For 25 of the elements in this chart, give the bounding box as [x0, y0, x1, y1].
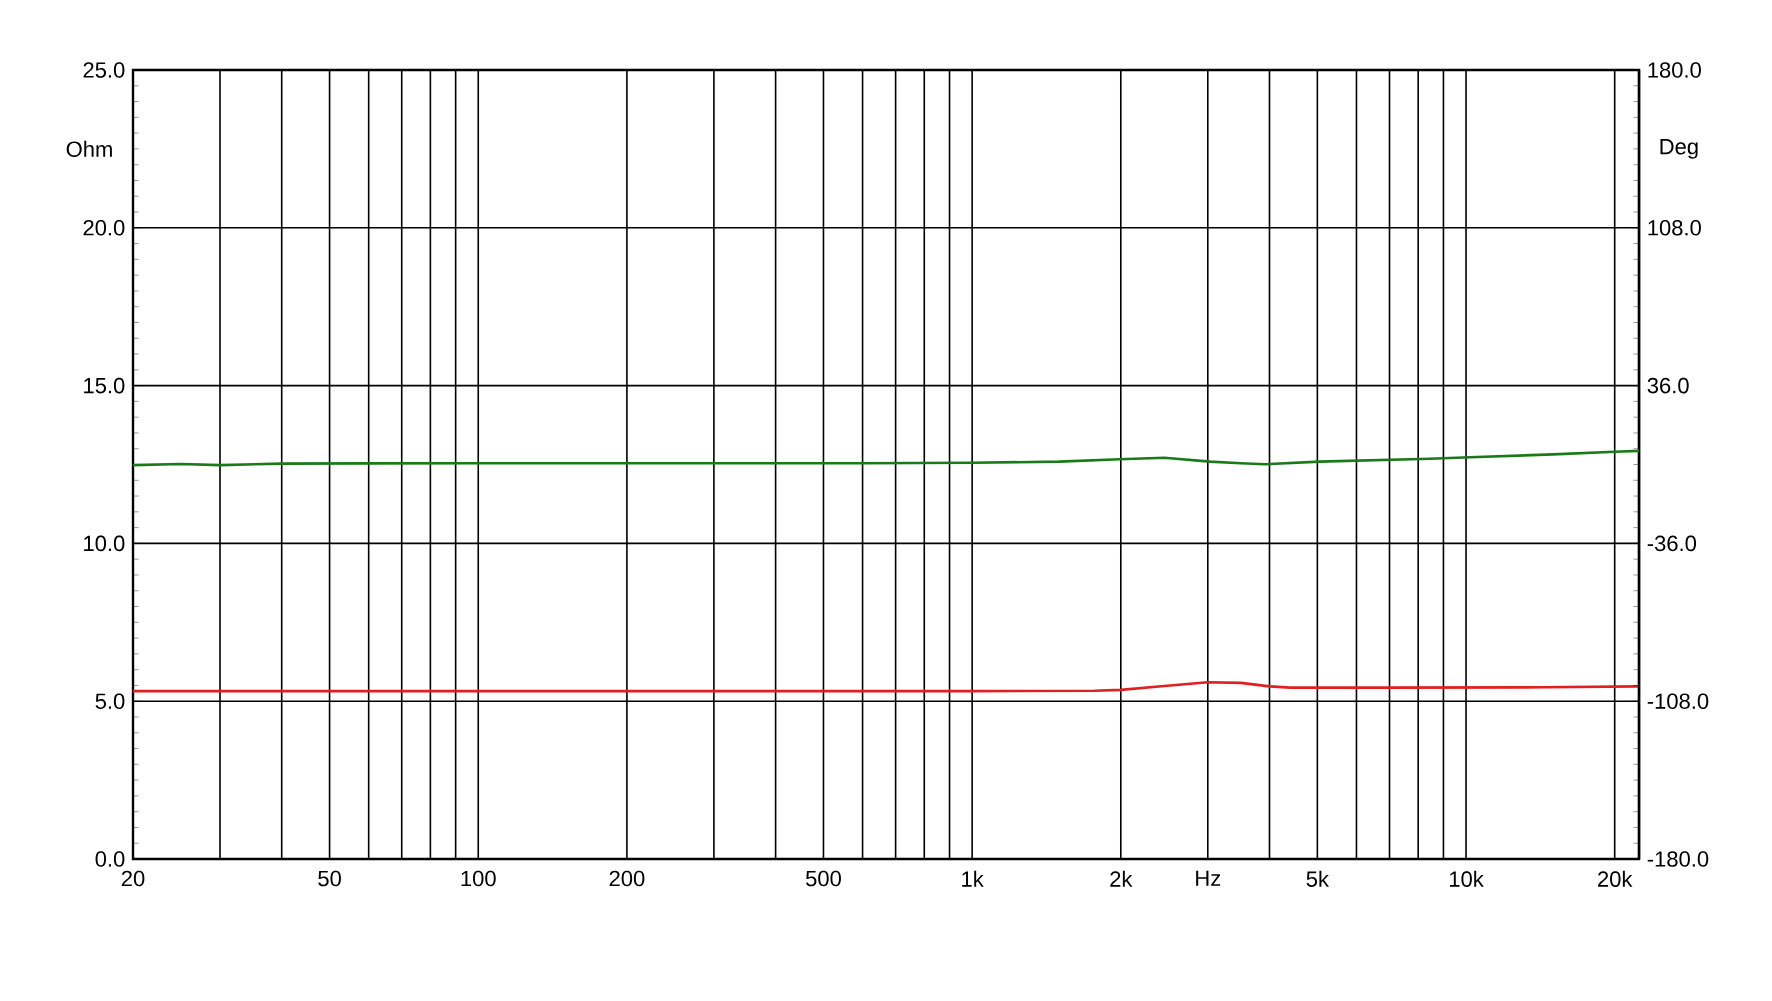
x-tick-label: 20k [1598, 870, 1633, 887]
y2-tick-label: -108.0 [1647, 693, 1709, 709]
y2-tick-label: -180.0 [1647, 851, 1709, 867]
y-tick-label: 5.0 [95, 693, 125, 709]
x-tick-label: 100 [461, 870, 496, 887]
y2-axis-title: Deg [1660, 139, 1698, 159]
y-tick-label: 25.0 [83, 62, 125, 78]
y-axis-title: Ohm [66, 140, 112, 157]
x-tick-label: 5k [1306, 870, 1329, 887]
y-tick-label: 15.0 [84, 377, 125, 394]
y2-tick-label: 180.0 [1648, 62, 1701, 78]
y-tick-label: 20.0 [83, 219, 125, 236]
x-tick-label: 500 [805, 870, 841, 887]
x-tick-label: 50 [318, 870, 341, 887]
x-tick-label: 1k [962, 870, 984, 887]
y-tick-label: 10.0 [84, 535, 125, 552]
y2-tick-label: 36.0 [1647, 377, 1689, 394]
x-tick-label: 20 [121, 870, 145, 887]
y-tick-label: 0.0 [95, 851, 125, 867]
x-tick-label: Hz [1196, 870, 1221, 886]
y2-tick-label: -36.0 [1647, 535, 1697, 552]
y2-tick-label: 108.0 [1648, 219, 1701, 236]
x-tick-label: 10k [1449, 870, 1484, 887]
x-tick-label: 2k [1110, 870, 1133, 887]
x-tick-label: 200 [609, 870, 645, 887]
